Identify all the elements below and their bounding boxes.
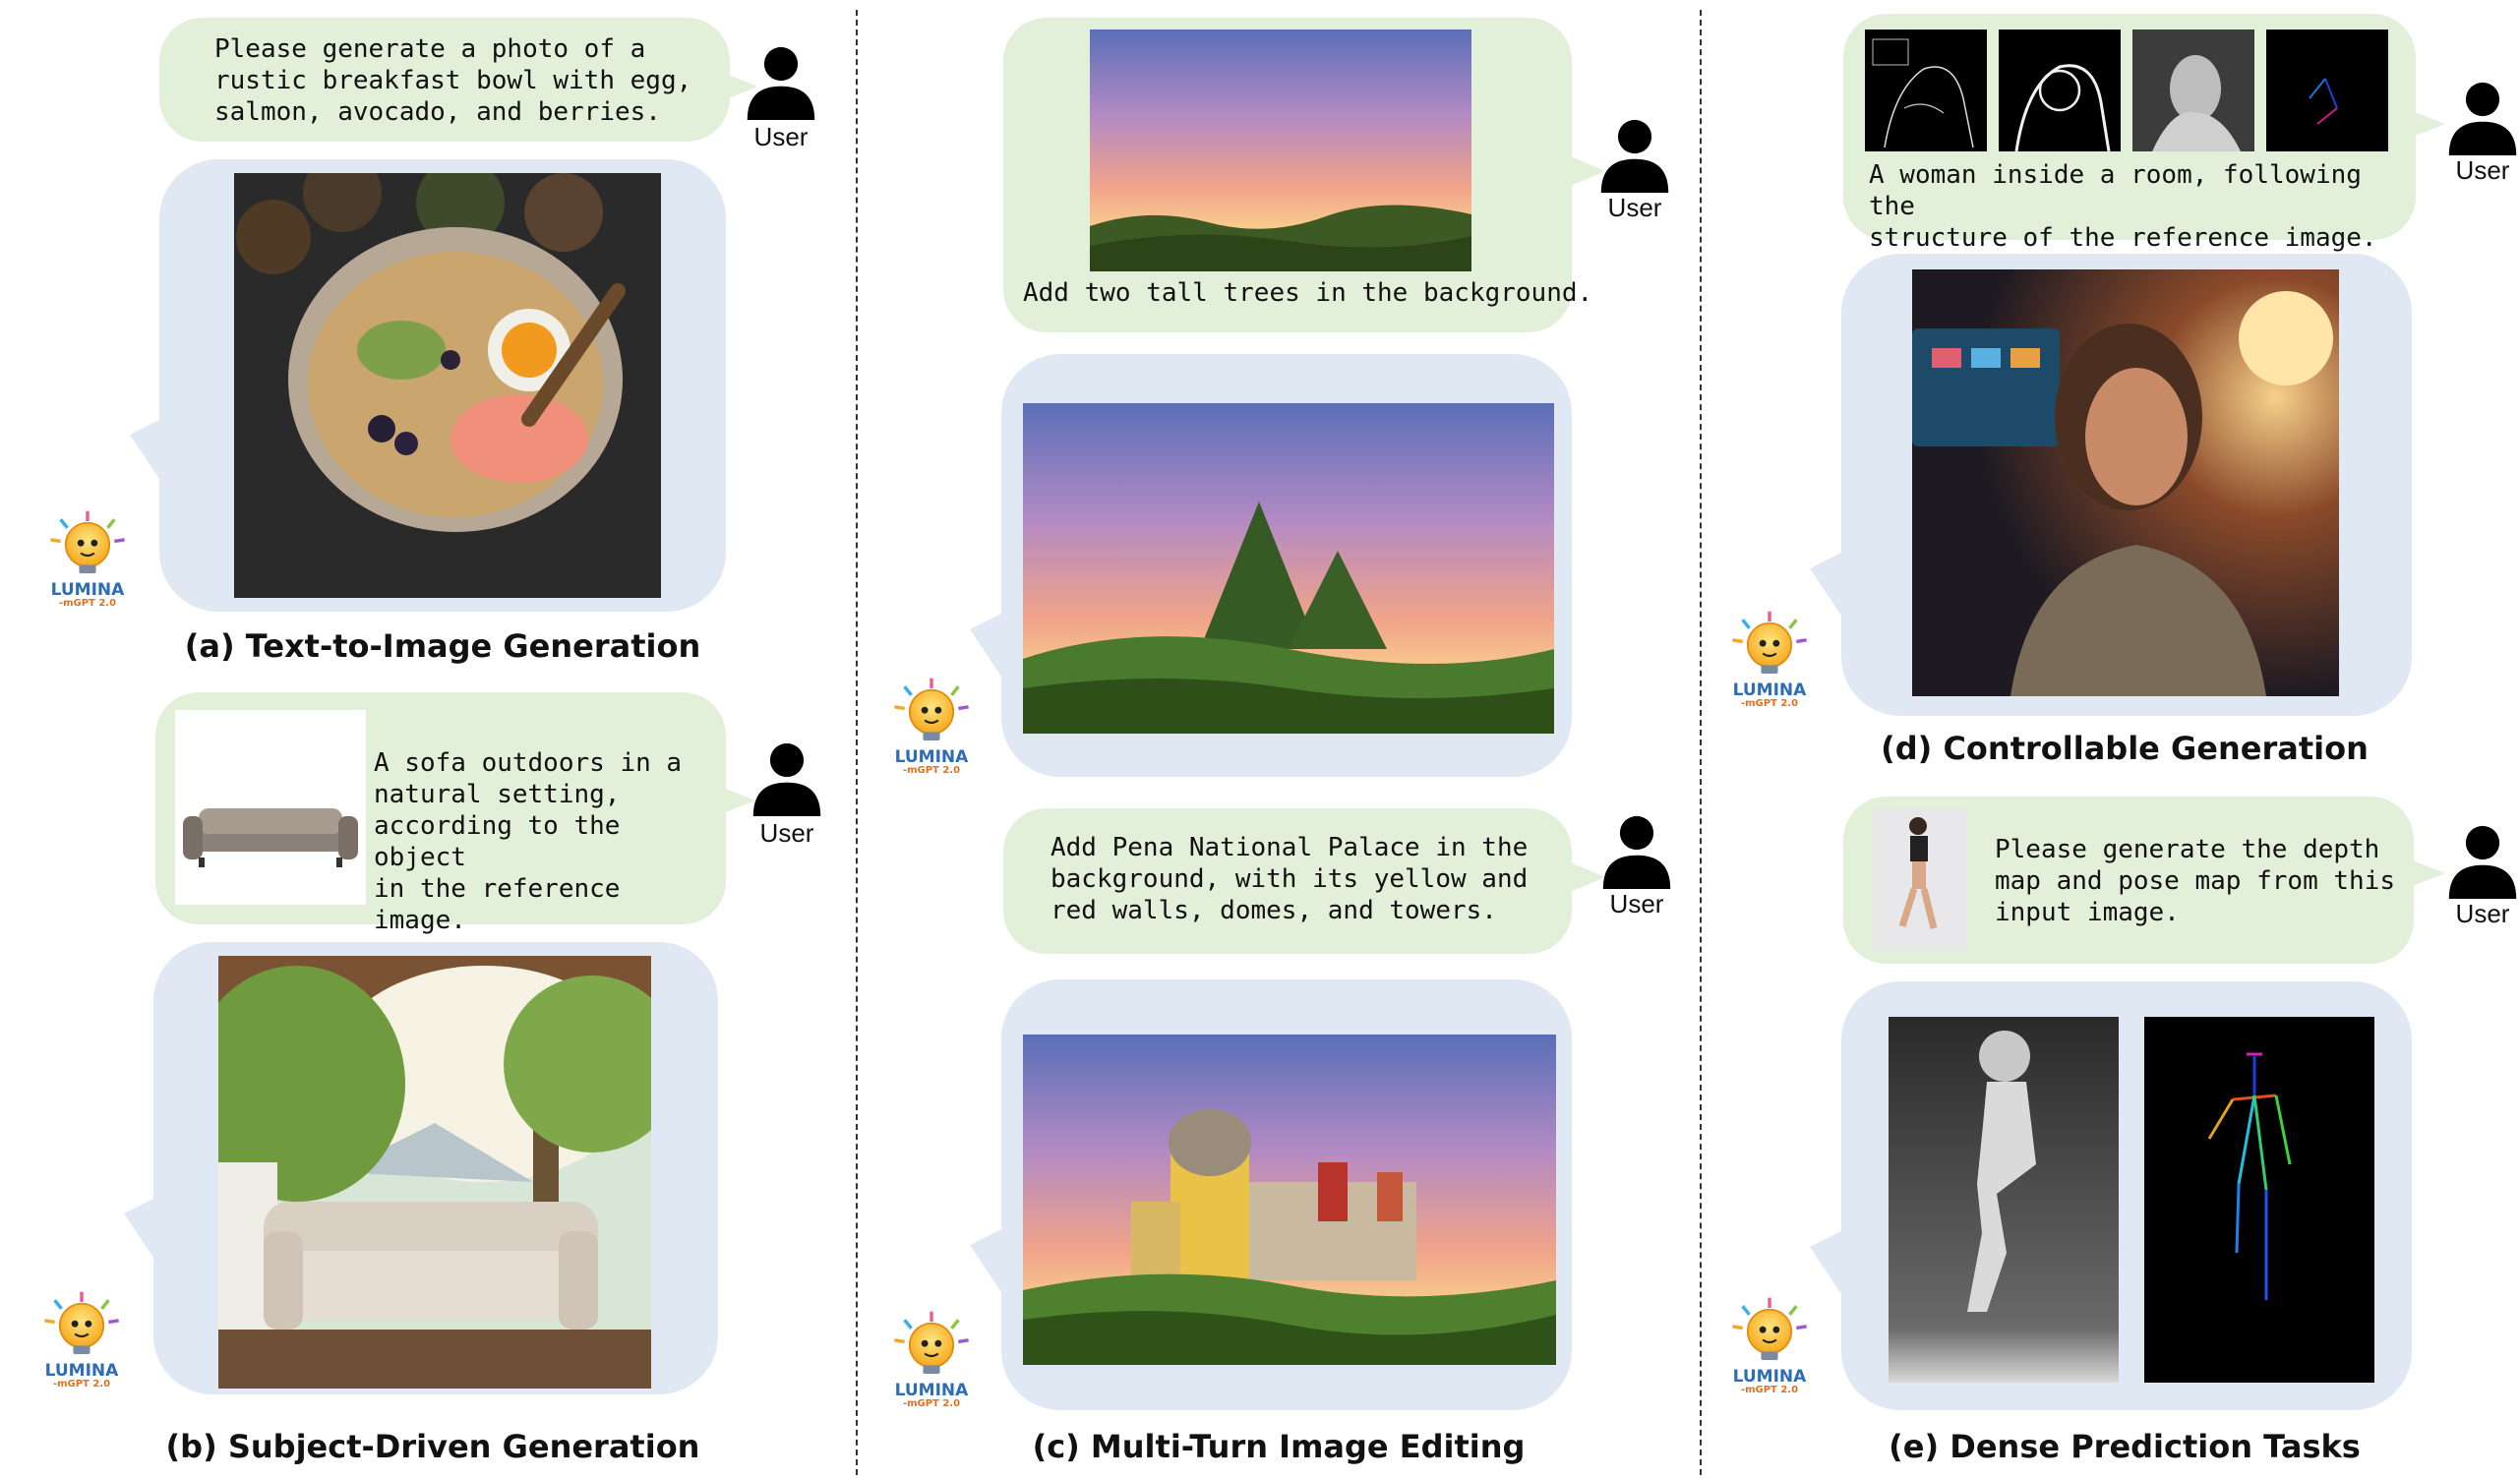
dancer-input-image [1873,808,1967,950]
user-label: User [753,122,809,151]
lumina-logo-sub: -mGPT 2.0 [58,598,117,609]
lumina-logo-sub: -mGPT 2.0 [902,765,961,776]
panel-b-caption: (b) Subject-Driven Generation [165,1428,700,1465]
panel-a-caption: (a) Text-to-Image Generation [184,627,701,665]
lumina-logo-word: LUMINA [44,1361,119,1381]
user-label: User [2455,155,2510,185]
user-label: User [2455,899,2510,928]
palace-sunset-image [1023,1035,1556,1365]
depth-map-output-image [1889,1017,2119,1383]
panel-d-prompt: A woman inside a room, following the str… [1869,160,2377,253]
lumina-logo-sub: -mGPT 2.0 [1740,698,1799,709]
column-separator-2 [1700,10,1702,1475]
panel-b-prompt: A sofa outdoors in a natural setting, ac… [374,748,683,935]
lumina-logo-sub: -mGPT 2.0 [1740,1385,1799,1395]
user-icon [2445,79,2520,157]
lumina-logo-sub: -mGPT 2.0 [902,1398,961,1409]
user-label: User [1609,889,1664,918]
breakfast-bowl-image [234,173,661,598]
panel-e-caption: (e) Dense Prediction Tasks [1889,1428,2361,1465]
depth-reference-image [2132,30,2254,151]
hed-sketch-reference-image [1999,30,2121,151]
sofa-outdoors-image [218,956,651,1389]
user-label: User [1607,193,1662,222]
sunset-with-trees-image [1023,403,1554,734]
lumina-logo-word: LUMINA [894,747,969,767]
user-icon [744,43,818,122]
lumina-logo-word: LUMINA [50,580,125,600]
panel-d-caption: (d) Controllable Generation [1881,730,2369,767]
sofa-reference-image [175,710,366,905]
lumina-logo-word: LUMINA [1732,680,1807,700]
panel-a-user-bubble: Please generate a photo of a rustic brea… [159,18,757,142]
panel-e-prompt: Please generate the depth map and pose m… [1995,835,2395,927]
lumina-logo-word: LUMINA [1732,1367,1807,1387]
user-icon [2445,822,2520,901]
lumina-logo-sub: -mGPT 2.0 [52,1379,111,1390]
woman-in-room-image [1912,269,2339,696]
panel-c-caption: (c) Multi-Turn Image Editing [1032,1428,1526,1465]
panel-a-prompt: Please generate a photo of a rustic brea… [214,34,692,127]
user-icon [1597,116,1672,195]
pose-map-output-image [2144,1017,2374,1383]
panel-c-prompt-2: Add Pena National Palace in the backgrou… [1050,833,1529,925]
user-icon [750,740,824,818]
canny-edge-reference-image [1865,30,1987,151]
panel-c-prompt-1: Add two tall trees in the background. [1023,278,1593,308]
pose-reference-image [2266,30,2388,151]
lumina-logo-word: LUMINA [894,1381,969,1400]
user-label: User [759,818,814,848]
sunset-sky-input-image [1090,30,1471,271]
column-separator-1 [856,10,858,1475]
panel-c-user-bubble-2: Add Pena National Palace in the backgrou… [1003,808,1605,954]
user-icon [1599,812,1674,891]
